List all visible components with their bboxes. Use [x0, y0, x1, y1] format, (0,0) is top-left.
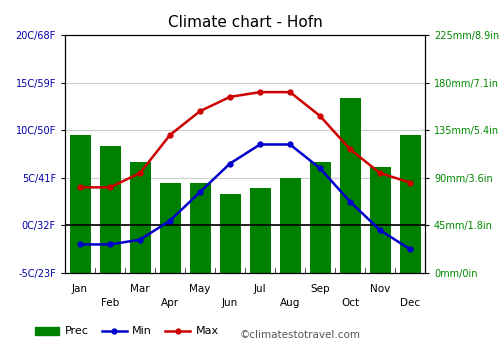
- Text: Jul: Jul: [254, 284, 266, 294]
- Text: Nov: Nov: [370, 284, 390, 294]
- Bar: [130, 162, 150, 273]
- Text: Jun: Jun: [222, 298, 238, 308]
- Bar: [100, 146, 120, 273]
- Bar: [70, 135, 90, 273]
- Bar: [160, 183, 180, 273]
- Title: Climate chart - Hofn: Climate chart - Hofn: [168, 15, 322, 30]
- Bar: [310, 162, 330, 273]
- Bar: [400, 135, 420, 273]
- Bar: [340, 98, 360, 273]
- Text: Aug: Aug: [280, 298, 300, 308]
- Text: Jan: Jan: [72, 284, 88, 294]
- Bar: [250, 188, 270, 273]
- Text: Dec: Dec: [400, 298, 420, 308]
- Text: Feb: Feb: [101, 298, 119, 308]
- Bar: [370, 167, 390, 273]
- Text: Sep: Sep: [310, 284, 330, 294]
- Bar: [190, 183, 210, 273]
- Bar: [220, 194, 240, 273]
- Text: Mar: Mar: [130, 284, 150, 294]
- Text: Oct: Oct: [341, 298, 359, 308]
- Legend: Prec, Min, Max: Prec, Min, Max: [30, 322, 223, 341]
- Text: Apr: Apr: [161, 298, 179, 308]
- Bar: [280, 178, 300, 273]
- Text: ©climatestotravel.com: ©climatestotravel.com: [240, 329, 361, 340]
- Text: May: May: [190, 284, 210, 294]
